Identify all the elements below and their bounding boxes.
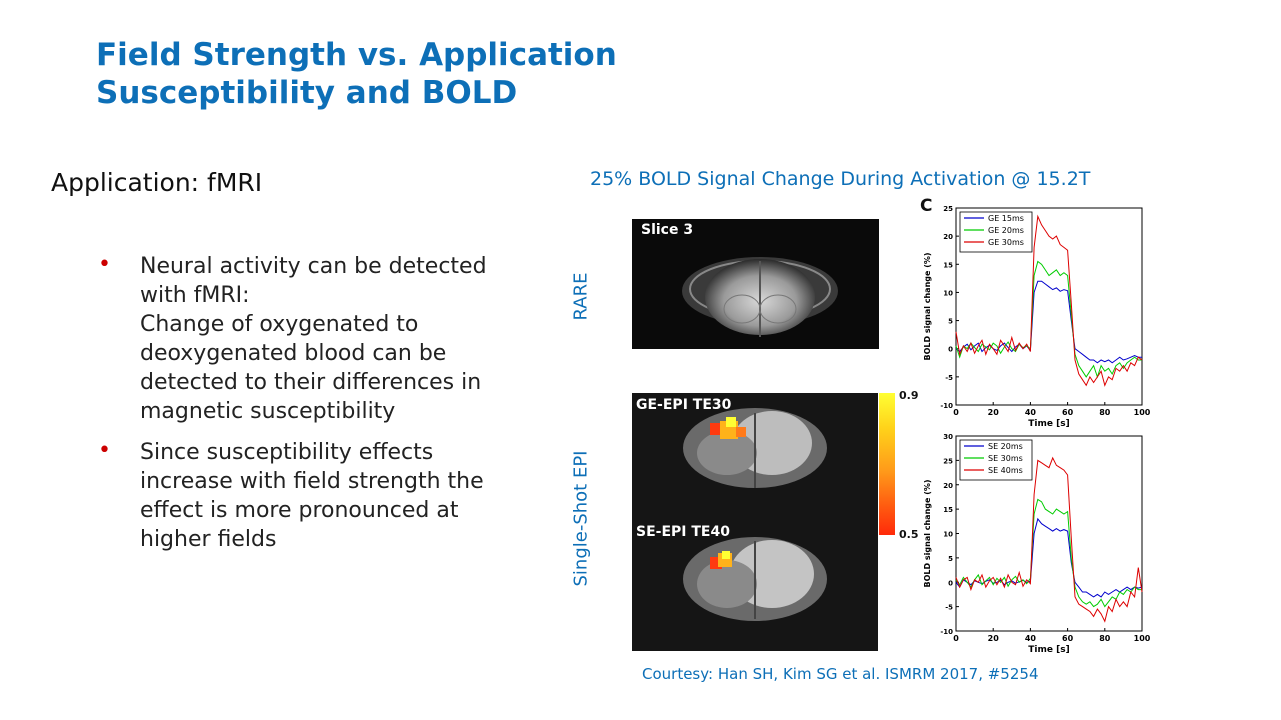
rare-brain-graphic xyxy=(682,257,838,337)
series-line xyxy=(955,517,1143,598)
x-tick-label: 0 xyxy=(953,634,959,643)
colorbar xyxy=(879,393,895,535)
se-epi-label: SE-EPI TE40 xyxy=(636,524,730,540)
x-axis-label: Time [s] xyxy=(1028,419,1069,429)
series-line xyxy=(955,214,1143,387)
se-brain-graphic xyxy=(683,537,827,621)
y-tick-label: 10 xyxy=(943,289,953,297)
y-tick-label: 10 xyxy=(943,531,953,539)
panel-letter: C xyxy=(920,196,933,216)
bullet-text: Neural activity can be detected with fMR… xyxy=(140,254,487,424)
ge-epi-label: GE-EPI TE30 xyxy=(636,397,732,413)
legend-label: SE 20ms xyxy=(988,442,1023,451)
courtesy-citation: Courtesy: Han SH, Kim SG et al. ISMRM 20… xyxy=(642,665,1039,683)
y-tick-label: 0 xyxy=(948,346,953,354)
y-axis-label: BOLD signal change (%) xyxy=(923,479,932,587)
bullet-list: • Neural activity can be detected with f… xyxy=(98,252,528,566)
y-tick-label: -10 xyxy=(940,402,953,410)
bullet-text: Since susceptibility effects increase wi… xyxy=(140,440,484,552)
x-tick-label: 60 xyxy=(1062,634,1074,643)
bullet-dot-icon: • xyxy=(98,252,111,277)
slide-title: Field Strength vs. Application Susceptib… xyxy=(96,36,796,112)
row-label-rare: RARE xyxy=(570,272,592,321)
y-tick-label: 20 xyxy=(943,233,953,241)
legend-box xyxy=(959,211,1033,253)
x-tick-label: 100 xyxy=(1134,634,1151,643)
x-tick-label: 80 xyxy=(1099,634,1111,643)
colorbar-max-label: 0.9 xyxy=(899,389,919,402)
ge-bold-chart: 0 20 40 60 80 100 -10 -5 0 5 10 15 20 25 Time [s] BOLD … xyxy=(923,205,1151,429)
y-tick-label: 25 xyxy=(943,205,953,213)
x-tick-label: 100 xyxy=(1134,408,1151,417)
series-line xyxy=(955,498,1142,608)
ge-epi-image: GE-EPI TE30 xyxy=(632,393,878,519)
x-axis-label: Time [s] xyxy=(1028,645,1069,655)
y-tick-label: 5 xyxy=(948,318,953,326)
slide-title-line2: Susceptibility and BOLD xyxy=(96,75,518,111)
y-tick-label: 5 xyxy=(948,555,953,563)
section-heading: Application: fMRI xyxy=(51,168,263,197)
series-line xyxy=(955,456,1143,623)
legend-label: SE 30ms xyxy=(988,454,1023,463)
y-tick-label: 15 xyxy=(943,506,953,514)
bullet-item: • Since susceptibility effects increase … xyxy=(98,438,528,554)
legend-label: SE 40ms xyxy=(988,466,1023,475)
y-tick-label: 25 xyxy=(943,457,953,465)
series-line xyxy=(955,260,1142,379)
legend-label: GE 20ms xyxy=(988,226,1024,235)
legend-label: GE 30ms xyxy=(988,238,1024,247)
y-tick-label: -5 xyxy=(945,604,953,612)
bullet-item: • Neural activity can be detected with f… xyxy=(98,252,528,426)
legend-label: GE 15ms xyxy=(988,214,1024,223)
y-tick-label: 15 xyxy=(943,261,953,269)
legend-box xyxy=(959,439,1033,481)
x-tick-label: 0 xyxy=(953,408,959,417)
se-epi-image: SE-EPI TE40 xyxy=(632,519,878,651)
colorbar-min-label: 0.5 xyxy=(899,528,919,541)
y-tick-label: 0 xyxy=(948,579,953,587)
ge-brain-graphic xyxy=(683,408,827,488)
y-tick-label: -10 xyxy=(940,628,953,636)
slice-label: Slice 3 xyxy=(641,222,694,238)
x-tick-label: 40 xyxy=(1025,408,1037,417)
x-tick-label: 40 xyxy=(1025,634,1037,643)
series-line xyxy=(955,280,1142,364)
bullet-dot-icon: • xyxy=(98,438,111,463)
rare-slice-image: Slice 3 xyxy=(632,219,879,349)
figure-title: 25% BOLD Signal Change During Activation… xyxy=(590,168,1091,190)
y-tick-label: 20 xyxy=(943,482,953,490)
x-tick-label: 20 xyxy=(988,634,1000,643)
y-tick-label: 30 xyxy=(943,433,953,441)
x-tick-label: 20 xyxy=(988,408,1000,417)
slide-title-line1: Field Strength vs. Application xyxy=(96,37,617,73)
x-tick-label: 80 xyxy=(1099,408,1111,417)
row-label-epi: Single-Shot EPI xyxy=(570,450,592,587)
x-tick-label: 60 xyxy=(1062,408,1074,417)
y-tick-label: -5 xyxy=(945,374,953,382)
y-axis-label: BOLD signal change (%) xyxy=(923,252,932,360)
se-bold-chart: 0 20 40 60 80 100 -10 -5 0 5 10 15 20 25 30 Time [s] BOL… xyxy=(923,433,1151,655)
